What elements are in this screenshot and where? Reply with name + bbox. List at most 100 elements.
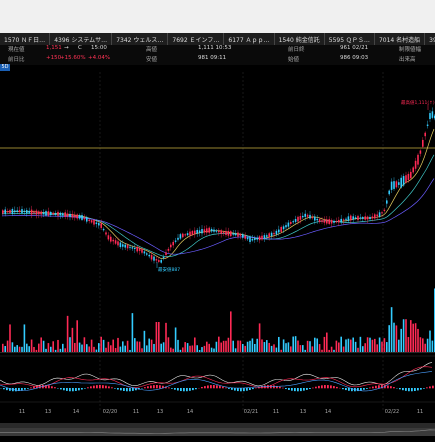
candle-body	[45, 211, 47, 215]
volume-bar	[91, 340, 93, 352]
time-axis-label: 11	[273, 409, 279, 415]
candle-body	[424, 133, 426, 136]
volume-bar	[187, 343, 189, 352]
candle-body	[213, 230, 215, 232]
candle-body	[189, 232, 191, 236]
candle-body	[69, 214, 71, 217]
candle-body	[276, 231, 278, 234]
candle-body	[187, 233, 189, 235]
candle-body	[285, 225, 287, 227]
candle-body	[391, 182, 393, 190]
volume-bar	[168, 337, 170, 352]
volume-bar	[367, 337, 369, 352]
volume-bar	[254, 344, 256, 352]
candle-body	[240, 234, 242, 236]
volume-bar	[360, 337, 362, 352]
volume-bar	[64, 348, 66, 352]
volume-bar	[384, 338, 386, 352]
oscillator-bar	[96, 385, 98, 388]
volume-bar	[62, 344, 64, 352]
volume-bar	[348, 339, 350, 352]
candle-body	[379, 212, 381, 216]
oscillator-bar	[66, 388, 68, 391]
volume-bar	[144, 331, 146, 352]
volume-bar	[26, 344, 28, 352]
candle-body	[254, 238, 256, 239]
oscillator-bar	[75, 388, 77, 391]
candle-body	[244, 236, 246, 239]
candle-body	[199, 230, 201, 232]
volume-bar	[100, 337, 102, 352]
candle-body	[124, 245, 126, 248]
volume-bar	[72, 328, 74, 352]
oscillator-bar	[111, 387, 113, 388]
candle-body	[223, 232, 225, 233]
candle-body	[256, 238, 258, 240]
oscillator-bar	[336, 387, 338, 388]
oscillator-bar	[33, 386, 35, 388]
oscillator-bar	[300, 388, 302, 391]
volume-bar	[398, 340, 400, 352]
chart-scrollbar[interactable]	[0, 423, 435, 435]
volume-bar	[259, 323, 261, 352]
candle-body	[55, 213, 57, 214]
candle-body	[273, 233, 275, 234]
oscillator-bar	[288, 388, 290, 390]
oscillator-bar	[60, 388, 62, 389]
oscillator-bar	[390, 386, 392, 388]
volume-bar	[247, 342, 249, 352]
volume-bar	[264, 342, 266, 352]
oscillator-bar	[420, 388, 422, 390]
volume-bar	[343, 347, 345, 352]
candle-body	[333, 221, 335, 223]
oscillator-bar	[402, 388, 404, 390]
volume-bar	[283, 339, 285, 352]
candle-body	[297, 217, 299, 222]
oscillator-bar	[87, 387, 89, 388]
candle-body	[139, 248, 141, 250]
candle-body	[103, 229, 105, 230]
volume-bar	[220, 343, 222, 352]
candle-body	[84, 217, 86, 219]
candle-body	[38, 211, 40, 214]
candle-body	[100, 223, 102, 228]
volume-bar	[204, 346, 206, 352]
oscillator-bar	[210, 385, 212, 388]
oscillator-bar	[204, 386, 206, 388]
candle-body	[40, 212, 42, 215]
volume-bar	[74, 343, 76, 352]
candle-body	[316, 219, 318, 220]
oscillator-bar	[216, 385, 218, 388]
oscillator-bar	[69, 388, 71, 391]
volume-bar	[192, 345, 194, 352]
candle-body	[60, 213, 62, 215]
candle-body	[408, 174, 410, 180]
oscillator-bar	[207, 385, 209, 388]
volume-bar	[292, 337, 294, 352]
candle-body	[117, 241, 119, 245]
oscillator-bar	[129, 388, 131, 391]
candle-body	[235, 233, 237, 235]
oscillator-bar	[147, 386, 149, 388]
candle-body	[336, 221, 338, 222]
volume-bar	[417, 329, 419, 352]
time-axis-label: 14	[187, 409, 193, 415]
volume-bar	[374, 339, 376, 352]
candle-body	[362, 217, 364, 219]
volume-bar	[124, 346, 126, 352]
time-axis-label: 02/21	[244, 409, 258, 415]
oscillator-bar	[285, 388, 287, 389]
volume-bar	[319, 344, 321, 352]
oscillator-bar	[417, 388, 419, 390]
oscillator-bar	[102, 385, 104, 388]
candle-body	[360, 217, 362, 218]
volume-bar	[338, 342, 340, 352]
volume-bar	[86, 344, 88, 352]
oscillator-bar	[72, 388, 74, 391]
candle-body	[105, 232, 107, 234]
candle-body	[196, 230, 198, 234]
volume-bar	[364, 343, 366, 352]
oscillator-bar	[90, 386, 92, 388]
volume-bar	[280, 350, 282, 352]
volume-bar	[19, 347, 21, 352]
